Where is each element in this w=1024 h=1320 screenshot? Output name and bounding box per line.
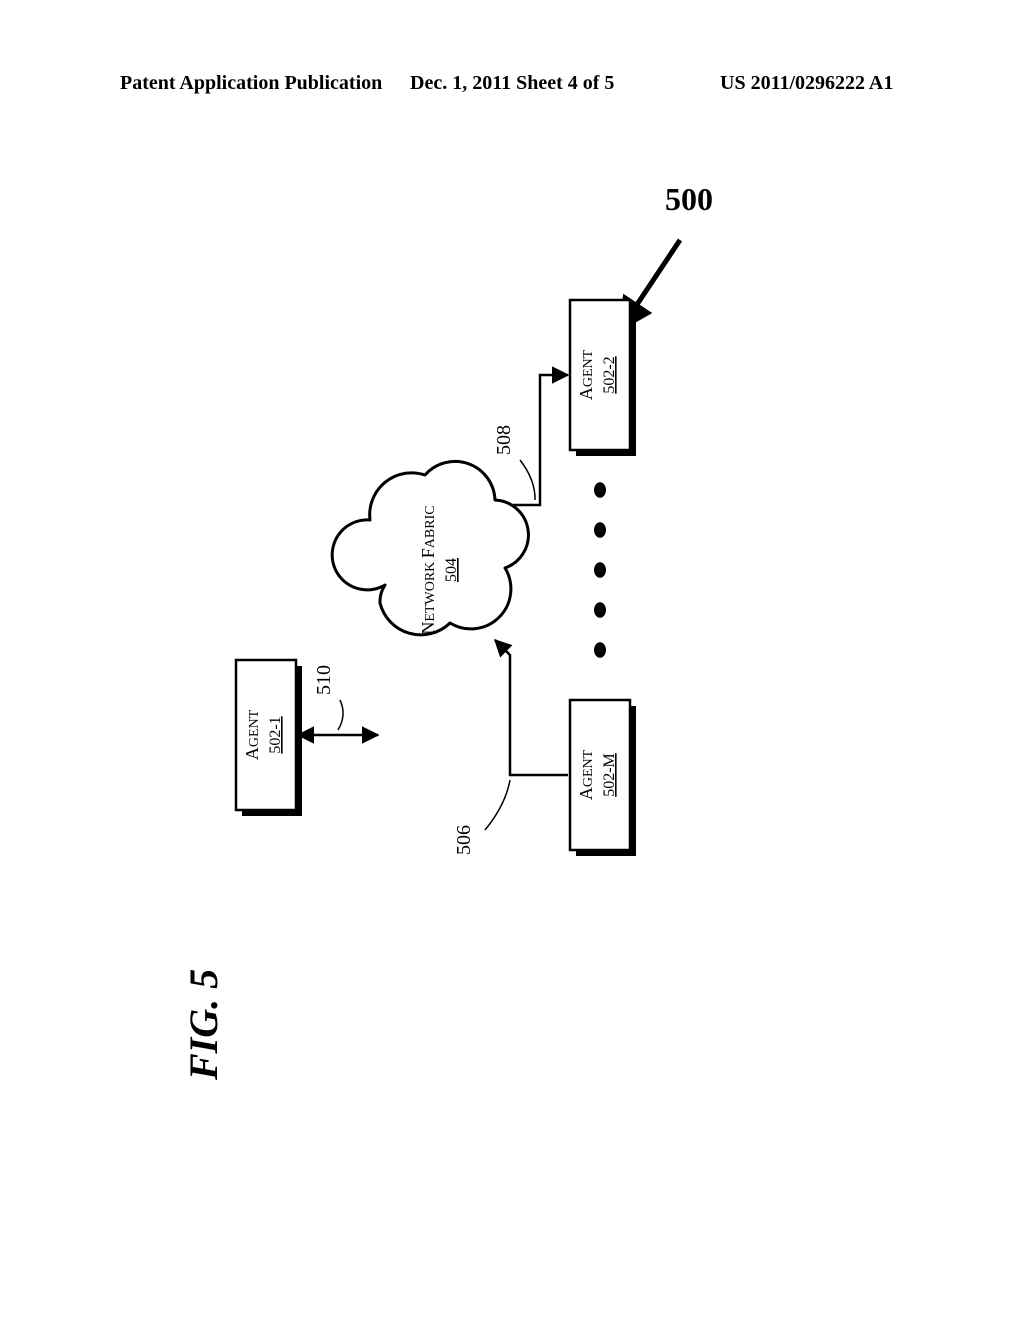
svg-text:504: 504 [443,558,460,582]
agent-2: AGENT502-2 [570,300,636,456]
agent-1: AGENT502-1 [236,660,302,816]
svg-text:502-M: 502-M [601,753,618,797]
diagram-svg: 500 AGENT502-1 AGENT502-2 AGENT502-M NETWORK… [0,0,1024,1320]
svg-text:500: 500 [665,181,713,217]
page: Patent Application Publication Dec. 1, 2… [0,0,1024,1320]
agent-m: AGENT502-M [570,700,636,856]
svg-text:502-1: 502-1 [267,716,284,753]
svg-text:508: 508 [493,425,515,455]
svg-text:510: 510 [313,665,335,695]
network-cloud: NETWORK FABRIC504 [332,461,528,634]
svg-text:506: 506 [453,825,475,855]
svg-text:502-2: 502-2 [601,356,618,393]
